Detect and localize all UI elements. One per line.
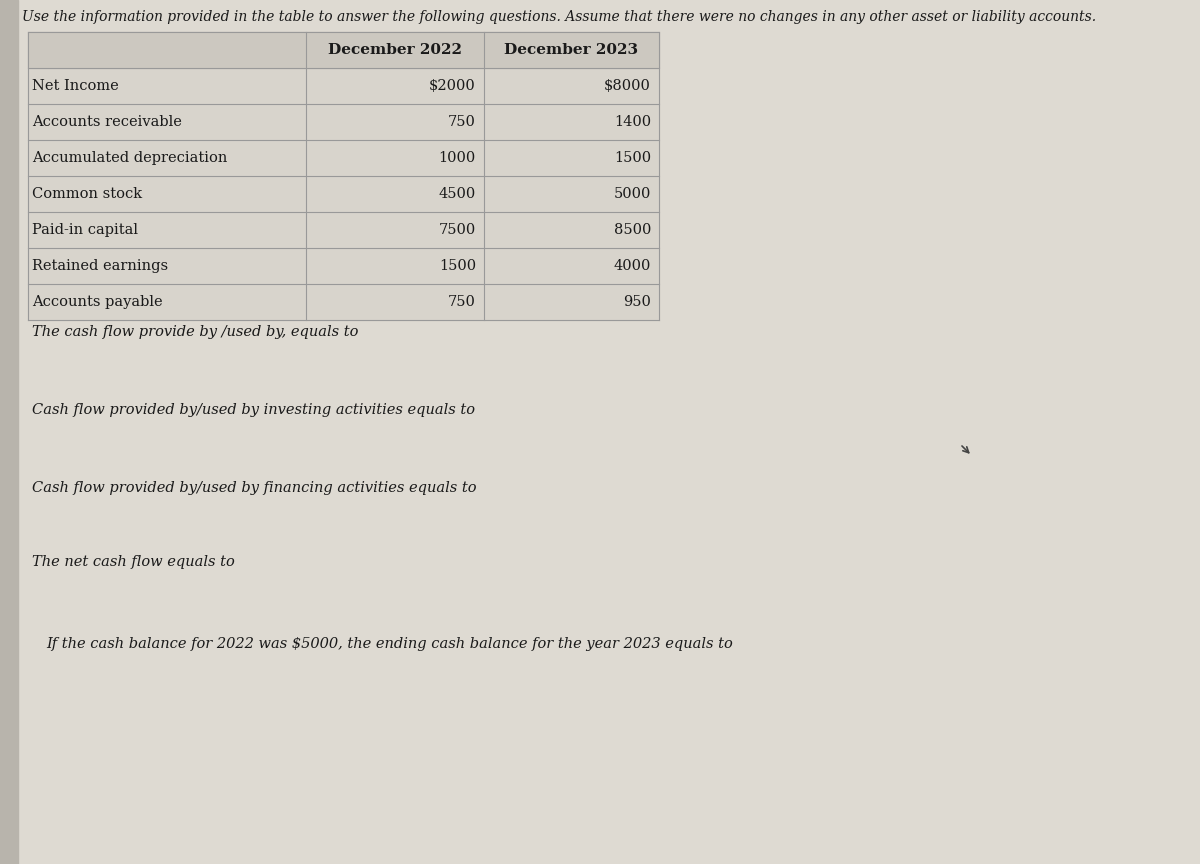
Bar <box>28 32 659 320</box>
Text: 950: 950 <box>623 295 650 309</box>
Text: Accumulated depreciation: Accumulated depreciation <box>32 151 227 165</box>
Text: 1500: 1500 <box>614 151 650 165</box>
Bar <box>1154 10 1193 32</box>
Text: Cash flow provided by/used by financing activities equals to: Cash flow provided by/used by financing … <box>32 481 476 495</box>
Text: Use the information provided in the table to answer the following questions. Ass: Use the information provided in the tabl… <box>22 10 1096 24</box>
Bar <box>0 0 18 864</box>
Text: Net Income: Net Income <box>32 79 119 93</box>
Text: Cash flow provided by/used by investing activities equals to: Cash flow provided by/used by investing … <box>32 403 475 417</box>
Text: Accounts payable: Accounts payable <box>32 295 163 309</box>
Bar <box>32 657 132 693</box>
Bar <box>32 423 132 459</box>
Bar <box>32 583 132 619</box>
Text: 7500: 7500 <box>439 223 476 237</box>
Text: 750: 750 <box>448 295 476 309</box>
Bar <box>32 501 132 537</box>
Text: 4500: 4500 <box>439 187 476 201</box>
Text: 1000: 1000 <box>439 151 476 165</box>
Text: December 2022: December 2022 <box>328 43 462 57</box>
Text: 1400: 1400 <box>614 115 650 129</box>
Text: $8000: $8000 <box>604 79 650 93</box>
Text: Ti: Ti <box>1168 15 1180 28</box>
Bar <box>32 345 132 381</box>
Text: Paid-in capital: Paid-in capital <box>32 223 138 237</box>
Text: 750: 750 <box>448 115 476 129</box>
Text: The cash flow provide by /used by, equals to: The cash flow provide by /used by, equal… <box>32 325 359 339</box>
Text: $2000: $2000 <box>430 79 476 93</box>
Text: 5000: 5000 <box>613 187 650 201</box>
Text: Retained earnings: Retained earnings <box>32 259 168 273</box>
Text: 4000: 4000 <box>613 259 650 273</box>
Text: 1500: 1500 <box>439 259 476 273</box>
Bar <box>28 32 659 68</box>
Text: If the cash balance for 2022 was $5000, the ending cash balance for the year 202: If the cash balance for 2022 was $5000, … <box>46 637 733 651</box>
Text: 8500: 8500 <box>613 223 650 237</box>
Text: Common stock: Common stock <box>32 187 142 201</box>
Text: Accounts receivable: Accounts receivable <box>32 115 182 129</box>
Text: The net cash flow equals to: The net cash flow equals to <box>32 555 235 569</box>
Text: December 2023: December 2023 <box>504 43 638 57</box>
